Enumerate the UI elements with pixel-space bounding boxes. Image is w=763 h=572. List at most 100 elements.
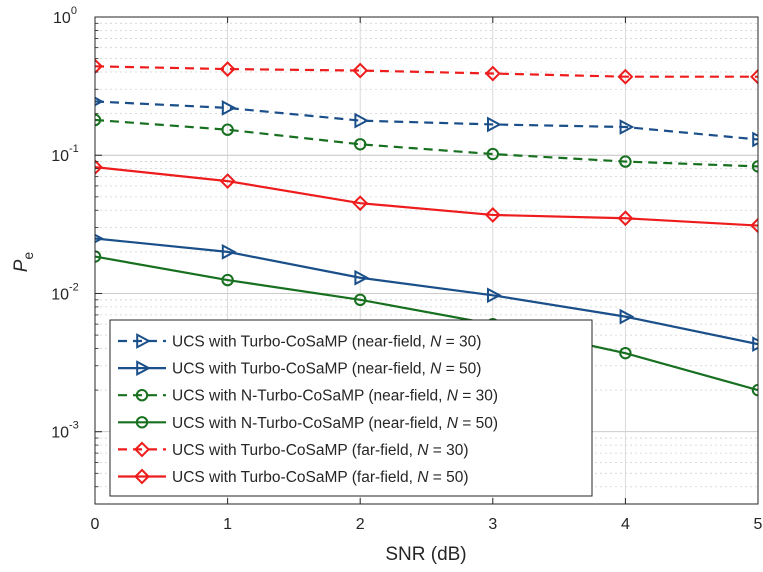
x-tick-label: 2 (356, 516, 365, 533)
legend-label: UCS with Turbo-CoSaMP (far-field, N = 30… (172, 442, 469, 459)
plot-frame (94, 16, 759, 505)
x-tick-label: 4 (621, 516, 630, 533)
legend-label-var: N (447, 415, 459, 432)
y-tick-label: 10-2 (51, 281, 79, 303)
x-axis-label: SNR (dB) (385, 544, 466, 565)
legend-label-prefix: UCS with Turbo-CoSaMP (far-field, (172, 442, 417, 459)
data-point (354, 112, 370, 129)
data-point (95, 159, 103, 176)
legend-marker (136, 333, 151, 349)
data-point (487, 287, 502, 304)
legend-label-prefix: UCS with Turbo-CoSaMP (far-field, (172, 469, 417, 486)
data-point (352, 62, 369, 79)
data-point (221, 100, 237, 116)
y-axis-label-sub: e (20, 252, 36, 260)
legend-label-prefix: UCS with Turbo-CoSaMP (near-field, (172, 361, 430, 378)
data-point (95, 58, 103, 75)
legend-label-suffix: = 50) (428, 469, 468, 486)
legend-label-var: N (417, 442, 429, 459)
legend-label-suffix: = 30) (441, 334, 481, 351)
legend-label-var: N (430, 334, 442, 351)
data-point (619, 119, 635, 135)
legend-marker (135, 389, 149, 402)
series-layer (95, 58, 758, 397)
data-point (221, 243, 237, 260)
legend-label-suffix: = 50) (458, 415, 498, 432)
x-tick-label: 1 (223, 516, 232, 533)
y-tick-label: 100 (53, 5, 77, 27)
data-point (354, 269, 370, 286)
series-line (95, 118, 758, 168)
series-6 (95, 159, 758, 234)
data-point (619, 308, 635, 325)
series-2 (95, 233, 758, 353)
data-point (484, 207, 501, 223)
legend: UCS with Turbo-CoSaMP (near-field, N = 3… (109, 319, 593, 497)
legend-label-var: N (430, 361, 442, 378)
y-tick-label-exp: -1 (69, 143, 79, 155)
series-line (95, 166, 758, 227)
series-line (95, 255, 758, 392)
data-point (750, 68, 758, 85)
data-point (487, 116, 502, 133)
data-point (617, 210, 634, 227)
legend-label: UCS with N-Turbo-CoSaMP (near-field, N =… (172, 415, 498, 432)
legend-entry: UCS with Turbo-CoSaMP (near-field, N = 5… (118, 360, 481, 378)
y-axis-label: Pe (11, 252, 36, 273)
y-tick-label-base: 10 (51, 148, 69, 165)
y-tick-label: 10-3 (51, 420, 79, 442)
legend-entry: UCS with N-Turbo-CoSaMP (near-field, N =… (118, 415, 498, 432)
y-tick-label-base: 10 (51, 425, 69, 442)
y-axis-label-main: P (11, 259, 32, 272)
legend-label: UCS with N-Turbo-CoSaMP (near-field, N =… (172, 388, 498, 405)
data-point (750, 217, 758, 234)
series-line (95, 237, 758, 346)
data-point (352, 195, 369, 212)
data-point (752, 131, 758, 148)
data-point (486, 147, 499, 161)
y-tick-label-exp: -2 (69, 281, 79, 293)
legend-box (109, 319, 593, 497)
y-tick-label-exp: -3 (69, 420, 79, 432)
data-point (619, 155, 632, 168)
y-tick-label-exp: 0 (71, 5, 77, 17)
legend-label-var: N (447, 388, 459, 405)
y-tick-label: 10-1 (51, 143, 79, 165)
legend-label-var: N (417, 469, 429, 486)
legend-label-prefix: UCS with Turbo-CoSaMP (near-field, (172, 334, 430, 351)
legend-marker (134, 468, 150, 485)
legend-label: UCS with Turbo-CoSaMP (near-field, N = 5… (172, 361, 481, 378)
legend-label-prefix: UCS with N-Turbo-CoSaMP (near-field, (172, 388, 447, 405)
data-point (752, 336, 758, 353)
data-point (95, 96, 104, 107)
legend-label-suffix: = 30) (458, 388, 498, 405)
legend-marker (136, 360, 151, 376)
data-point (219, 173, 236, 190)
legend-label-suffix: = 30) (428, 442, 468, 459)
legend-marker (135, 416, 149, 429)
data-point (221, 273, 234, 287)
data-point (95, 233, 104, 244)
series-line (95, 100, 758, 141)
legend-entry: UCS with Turbo-CoSaMP (far-field, N = 30… (118, 441, 469, 459)
legend-marker (134, 441, 150, 458)
legend-label-prefix: UCS with N-Turbo-CoSaMP (near-field, (172, 415, 447, 432)
y-tick-label-base: 10 (53, 10, 71, 27)
data-point (354, 293, 367, 307)
legend-label: UCS with Turbo-CoSaMP (near-field, N = 3… (172, 334, 481, 351)
series-5 (95, 58, 758, 85)
series-1 (95, 96, 758, 148)
y-tick-label-base: 10 (51, 286, 69, 303)
legend-entry: UCS with Turbo-CoSaMP (near-field, N = 3… (118, 333, 481, 351)
data-point (354, 138, 367, 151)
data-point (219, 61, 236, 77)
data-point (617, 68, 634, 85)
x-tick-label: 0 (91, 516, 100, 533)
legend-label: UCS with Turbo-CoSaMP (far-field, N = 50… (172, 469, 469, 486)
x-tick-label: 3 (488, 516, 497, 533)
data-point (484, 65, 501, 82)
data-point (221, 123, 234, 136)
legend-entry: UCS with Turbo-CoSaMP (far-field, N = 50… (118, 468, 469, 486)
